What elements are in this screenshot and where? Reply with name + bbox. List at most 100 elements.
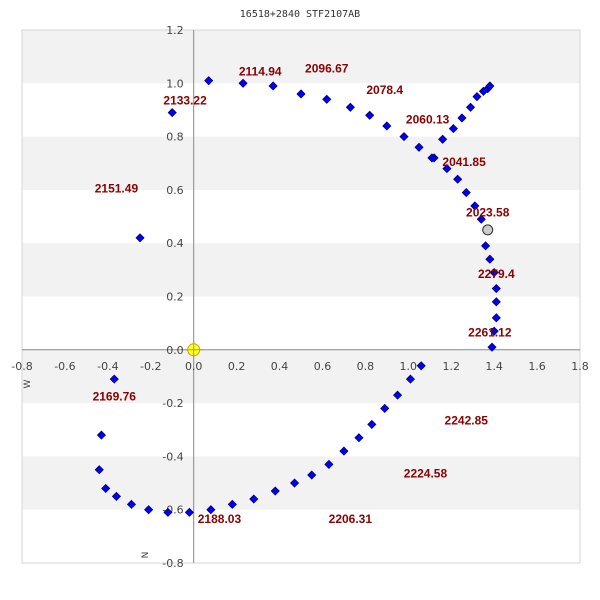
orbit-point (481, 241, 491, 251)
x-tick-label: 1.6 (528, 360, 546, 373)
x-tick-label: 0.0 (185, 360, 203, 373)
y-tick-label: -0.8 (162, 557, 183, 570)
axes (22, 30, 580, 563)
orbit-point (448, 124, 458, 134)
orbit-point (109, 374, 119, 384)
orbit-point (472, 92, 482, 102)
y-tick-label: 1.2 (166, 24, 184, 37)
x-tick-label: -0.2 (140, 360, 161, 373)
orbit-point (227, 499, 237, 509)
epoch-label: 2151.49 (95, 182, 139, 196)
x-tick-label: -0.6 (54, 360, 75, 373)
orbit-point (367, 419, 377, 429)
orbit-point (380, 403, 390, 413)
orbit-point (296, 89, 306, 99)
orbit-point (354, 433, 364, 443)
x-axis-letter: W (23, 379, 33, 388)
orbit-point (249, 494, 259, 504)
orbit-point (111, 491, 121, 501)
x-tick-label: 0.4 (271, 360, 289, 373)
epoch-label: 2242.85 (445, 413, 489, 427)
orbit-point (399, 132, 409, 142)
y-tick-label: 0.0 (166, 344, 184, 357)
orbit-point (94, 465, 104, 475)
grid-band (22, 456, 580, 510)
orbit-point (416, 361, 426, 371)
orbit-point (101, 483, 111, 493)
current-position-marker (482, 224, 494, 236)
x-tick-label: -0.8 (11, 360, 32, 373)
orbit-point (163, 507, 173, 517)
orbit-point (470, 201, 480, 211)
epoch-label: 2023.58 (466, 206, 510, 220)
epoch-label: 2133.22 (163, 94, 207, 108)
plot-frame (21, 29, 581, 564)
orbit-point (487, 342, 497, 352)
epoch-label: 2224.58 (404, 467, 448, 481)
orbit-point (167, 108, 177, 118)
orbit-point (453, 174, 463, 184)
epoch-label: 2078.4 (366, 83, 403, 97)
orbit-point (324, 459, 334, 469)
x-tick-label: 0.2 (228, 360, 246, 373)
orbit-points (94, 76, 501, 517)
x-tick-label: 1.2 (442, 360, 460, 373)
y-tick-label: 0.2 (166, 291, 184, 304)
orbit-point (268, 81, 278, 91)
x-tick-labels: -0.8 -0.6 -0.4 -0.2 0.0 0.2 0.4 0.6 0.8 1.0 1.2 1.4… (11, 360, 588, 373)
epoch-label: 2096.67 (305, 62, 349, 76)
orbit-point (382, 121, 392, 131)
orbit-point (393, 390, 403, 400)
orbit-point (442, 164, 452, 174)
orbit-point (322, 94, 332, 104)
epoch-label: 2279.4 (478, 267, 515, 281)
orbit-point (206, 505, 216, 515)
y-tick-label: 0.6 (166, 184, 184, 197)
orbit-point (461, 187, 471, 198)
y-tick-label: -0.6 (162, 504, 183, 517)
orbit-point (438, 134, 448, 144)
orbit-point (345, 102, 355, 112)
y-tick-label: -0.2 (162, 397, 183, 410)
orbit-point (365, 110, 375, 120)
orbit-point (405, 374, 416, 384)
chart-title: 16518+2840 STF2107AB (240, 9, 360, 20)
orbit-point (414, 142, 424, 152)
epoch-labels: 2096.67 2114.94 2133.22 2151.49 2169.76 2188.… (93, 62, 515, 526)
orbit-point (144, 505, 154, 515)
orbit-point (339, 446, 349, 456)
epoch-label: 2206.31 (329, 512, 373, 526)
x-tick-label: 1.8 (571, 360, 589, 373)
orbit-point (485, 254, 495, 264)
orbit-point (184, 507, 194, 517)
y-tick-label: 1.0 (166, 77, 184, 90)
orbit-point (238, 78, 248, 88)
epoch-label: 2261.12 (468, 325, 512, 339)
grid-band (22, 136, 580, 190)
orbit-point (427, 153, 437, 163)
orbit-point (489, 267, 499, 278)
orbit-point (465, 102, 476, 112)
orbit-point (204, 76, 214, 86)
orbit-point (307, 470, 317, 480)
x-tick-label: 1.4 (485, 360, 503, 373)
orbit-point (270, 486, 280, 496)
orbit-point (485, 81, 495, 91)
epoch-label: 2041.85 (442, 155, 486, 169)
y-axis-letter: N (141, 552, 151, 559)
orbit-point (491, 283, 501, 294)
orbit-point (126, 499, 137, 509)
y-tick-label: -0.4 (162, 450, 183, 463)
y-tick-label: 0.4 (166, 237, 184, 250)
epoch-label: 2169.76 (93, 389, 137, 403)
orbit-point (476, 214, 486, 224)
x-tick-label: -0.4 (97, 360, 118, 373)
x-tick-label: 1.0 (400, 360, 418, 373)
grid-bands (22, 30, 580, 510)
epoch-label: 2188.03 (198, 512, 242, 526)
orbit-point (491, 313, 501, 323)
grid-band (22, 243, 580, 297)
orbit-point (489, 326, 499, 336)
y-tick-label: 0.8 (166, 131, 184, 144)
